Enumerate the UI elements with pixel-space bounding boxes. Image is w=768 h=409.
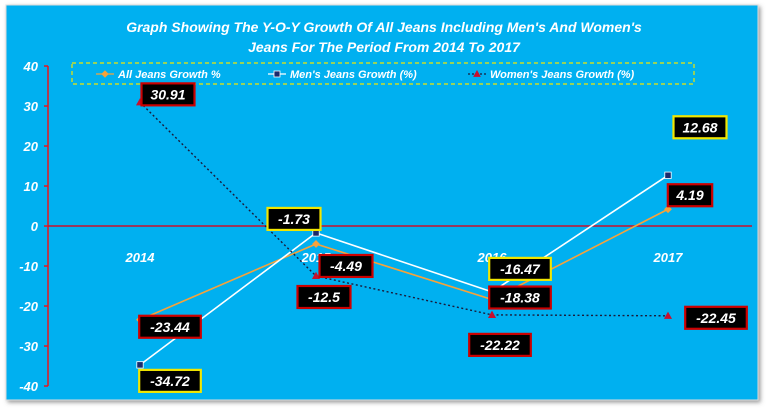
y-tick-label: -20: [19, 299, 39, 314]
legend-marker: [273, 70, 281, 78]
data-label-box: [488, 285, 552, 310]
legend-entry: Men's Jeans Growth (%): [290, 69, 417, 81]
data-label: -34.72: [138, 368, 202, 393]
chart-series: [135, 98, 673, 369]
data-label-box: [266, 206, 322, 232]
data-label-box: [138, 314, 202, 339]
x-category-label: 2014: [125, 250, 156, 265]
data-point: [663, 311, 673, 319]
data-label-text: -23.44: [150, 319, 190, 335]
x-category-label: 2017: [653, 250, 684, 265]
series-line: [139, 174, 669, 366]
data-label-text: -22.22: [480, 337, 520, 353]
data-point: [312, 240, 320, 248]
y-tick-label: 10: [24, 179, 39, 194]
data-label-box: [296, 284, 352, 310]
data-label-box: [138, 368, 202, 393]
data-label-text: 30.91: [150, 86, 185, 102]
data-point: [136, 361, 144, 369]
legend-marker: [473, 69, 481, 77]
data-label-text: -4.49: [330, 258, 362, 274]
y-tick-label: -40: [19, 379, 39, 394]
data-point: [664, 205, 672, 214]
data-label: -22.22: [468, 332, 532, 357]
data-label: -22.45: [684, 305, 748, 330]
data-label-text: -22.45: [696, 310, 736, 326]
data-label: -16.47: [488, 256, 552, 281]
data-label-box: [684, 305, 748, 330]
data-label: 4.19: [666, 183, 714, 208]
data-label-text: -1.73: [278, 211, 310, 227]
data-label: -4.49: [318, 253, 374, 279]
series-line: [139, 208, 669, 321]
data-label: 30.91: [140, 82, 196, 107]
data-label-box: [468, 332, 532, 357]
chart-legend: All Jeans Growth % Men's Jeans Growth (%)…: [71, 62, 695, 85]
chart-title-line-2: Jeans For The Period From 2014 To 2017: [248, 39, 521, 55]
data-label: 12.68: [672, 115, 728, 140]
data-label-box: [672, 115, 728, 140]
legend-marker: [101, 70, 109, 78]
chart-title-line-1: Graph Showing The Y-O-Y Growth Of All Je…: [126, 19, 642, 35]
y-tick-label: -30: [19, 339, 39, 354]
y-tick-label: 30: [24, 99, 39, 114]
data-label-text: -12.5: [308, 289, 340, 305]
y-tick-label: -10: [19, 259, 39, 274]
data-label-text: -16.47: [500, 261, 541, 277]
data-point: [311, 271, 321, 280]
y-tick-label: 0: [31, 219, 39, 234]
y-tick-label: 40: [23, 59, 39, 74]
legend-entry: All Jeans Growth %: [117, 69, 221, 81]
data-label-box: [140, 82, 196, 107]
data-label-text: 4.19: [675, 187, 703, 203]
data-point: [664, 171, 672, 179]
data-label: -18.38: [488, 285, 552, 310]
data-label: -23.44: [138, 314, 202, 339]
data-label: -1.73: [266, 206, 322, 232]
legend-entry: Women's Jeans Growth (%): [490, 69, 635, 81]
data-label-box: [666, 183, 714, 208]
data-label-text: 12.68: [682, 119, 717, 135]
data-point: [487, 310, 497, 318]
y-tick-label: 20: [23, 139, 39, 154]
data-label-box: [488, 256, 552, 281]
data-label-box: [318, 253, 374, 279]
chart-data-labels: -23.44 -4.49 -18.38 4.19 -34.72 -1.73 -16.47 12…: [138, 82, 748, 393]
data-label-text: -34.72: [150, 373, 190, 389]
legend-box: [71, 62, 695, 85]
chart-background: [5, 4, 759, 401]
data-label-text: -18.38: [500, 290, 540, 306]
data-label: -12.5: [296, 284, 352, 310]
